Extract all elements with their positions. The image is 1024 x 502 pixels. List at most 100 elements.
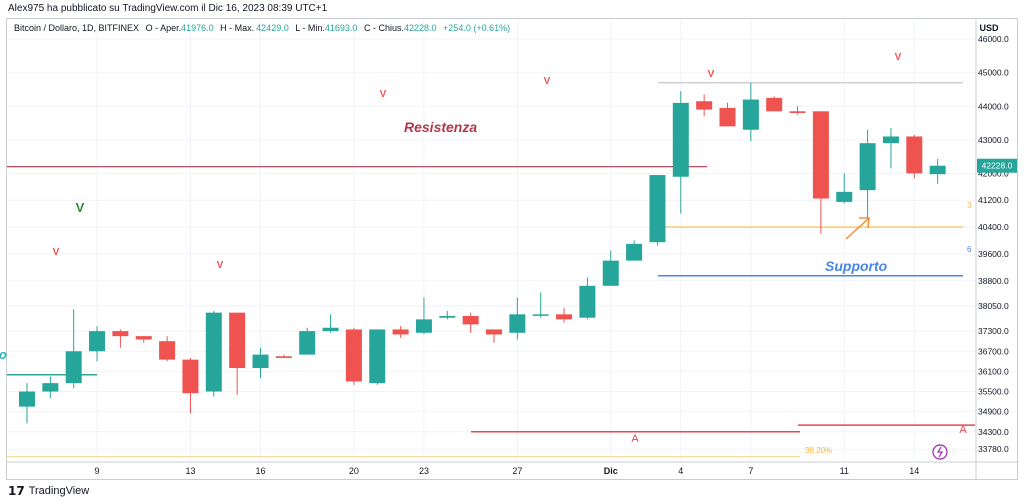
x-tick-label: 9 xyxy=(95,466,100,476)
candle xyxy=(812,111,829,234)
candle-body xyxy=(789,111,806,113)
y-tick-label: 38800.0 xyxy=(978,276,1009,286)
candle xyxy=(65,309,82,389)
legend-low-value: 41693.0 xyxy=(325,23,358,33)
candle xyxy=(415,297,432,335)
candle xyxy=(626,240,643,261)
candle-body xyxy=(882,136,899,144)
candle-body xyxy=(369,329,386,384)
candle-body xyxy=(112,331,129,337)
y-tick-label: 45000.0 xyxy=(978,68,1009,78)
candle-body xyxy=(322,327,339,332)
x-tick-label: 27 xyxy=(512,466,522,476)
candle xyxy=(556,307,573,323)
orange-arrow-head xyxy=(859,217,870,229)
y-tick-label: 40400.0 xyxy=(978,222,1009,232)
candle xyxy=(649,175,666,246)
x-tick-label: 16 xyxy=(255,466,265,476)
candle xyxy=(229,312,246,395)
candle xyxy=(602,250,619,286)
candle-body xyxy=(906,136,923,174)
legend-open-label: O - Aper. xyxy=(146,23,182,33)
chart-frame xyxy=(6,18,1018,480)
candle-body xyxy=(65,351,82,384)
candle-body xyxy=(556,314,573,320)
candle xyxy=(766,96,783,112)
candle xyxy=(509,297,526,340)
candle xyxy=(439,310,456,320)
legend-symbol: Bitcoin / Dollaro, 1D, BITFINEX xyxy=(14,23,139,33)
x-tick-label: Dic xyxy=(604,466,618,476)
svg-text:Bitcoin / Dollaro, 1D, BITFINE: Bitcoin / Dollaro, 1D, BITFINEX O - Aper… xyxy=(14,23,510,33)
candle xyxy=(42,376,59,399)
y-tick-label: 46000.0 xyxy=(978,34,1009,44)
tradingview-logo[interactable]: 17 TradingView xyxy=(8,484,89,498)
candle xyxy=(696,94,713,117)
legend-change: +254.0 (+0.61%) xyxy=(443,23,510,33)
candle-body xyxy=(766,97,783,112)
legend-close-label: C - Chius. xyxy=(364,23,404,33)
candle xyxy=(182,357,199,414)
candle xyxy=(392,326,409,338)
legend-high-label: H - Max. xyxy=(220,23,254,33)
v-marker: V xyxy=(380,89,387,100)
candle-body xyxy=(159,341,176,360)
fib-right-marker: 3 xyxy=(967,201,972,210)
a-marker: A xyxy=(959,424,967,436)
candle-body xyxy=(89,331,106,352)
y-tick-label: 41200.0 xyxy=(978,195,1009,205)
candle xyxy=(486,329,502,343)
candle-body xyxy=(532,314,549,316)
candle xyxy=(369,329,386,385)
candle-body xyxy=(929,165,946,175)
support-label: Supporto xyxy=(825,258,888,274)
candle-body xyxy=(649,175,666,243)
candle xyxy=(882,128,899,169)
candle-body xyxy=(415,319,432,333)
v-marker: V xyxy=(895,52,902,63)
candle-body xyxy=(719,107,736,127)
candle xyxy=(159,336,176,362)
candle-body xyxy=(696,101,713,110)
candle xyxy=(532,292,549,318)
y-tick-label: 38050.0 xyxy=(978,301,1009,311)
legend-low-label: L - Min. xyxy=(295,23,325,33)
candle xyxy=(929,158,946,184)
candle-body xyxy=(252,354,269,369)
tradingview-brand: TradingView xyxy=(28,485,90,497)
y-tick-label: 37300.0 xyxy=(978,326,1009,336)
y-tick-label: 44000.0 xyxy=(978,101,1009,111)
legend-close-value: 42228.0 xyxy=(404,23,437,33)
candle xyxy=(859,129,876,221)
candle xyxy=(89,326,106,362)
candle-body xyxy=(42,383,59,392)
candle-body xyxy=(602,260,619,286)
candle-body xyxy=(579,285,596,318)
y-tick-label: 35500.0 xyxy=(978,387,1009,397)
candle xyxy=(906,134,923,179)
candle-body xyxy=(836,191,853,202)
candle xyxy=(322,314,339,333)
tradingview-mark-icon: 17 xyxy=(8,484,25,498)
lightning-icon-bolt xyxy=(936,446,944,458)
x-tick-label: 13 xyxy=(185,466,195,476)
candle-body xyxy=(859,143,876,191)
candle-body xyxy=(462,316,479,325)
candle xyxy=(135,336,152,343)
x-tick-label: 11 xyxy=(840,466,849,476)
candle-body xyxy=(135,336,152,340)
candle-body xyxy=(345,329,362,382)
last-price-tag xyxy=(977,158,1017,173)
candle xyxy=(579,277,596,320)
candle-body xyxy=(486,329,502,335)
legend-open-value: 41976.0 xyxy=(181,23,214,33)
candle xyxy=(672,91,689,214)
candle xyxy=(789,106,806,115)
candle xyxy=(205,310,222,397)
y-tick-label: 34900.0 xyxy=(978,407,1009,417)
y-tick-label: 36100.0 xyxy=(978,366,1009,376)
lightning-icon xyxy=(932,444,948,460)
x-tick-label: 4 xyxy=(678,466,683,476)
v-marker: V xyxy=(53,247,60,258)
